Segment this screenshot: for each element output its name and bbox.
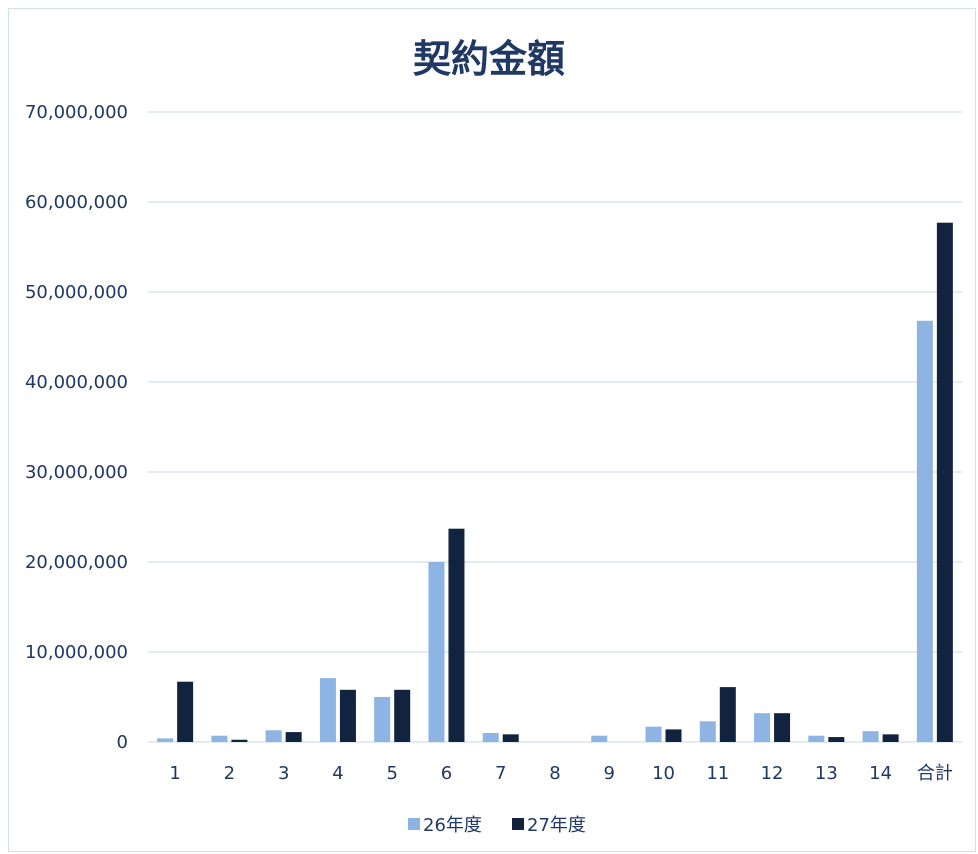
bar-fy27-1 [177, 681, 194, 742]
y-tick-label: 40,000,000 [25, 372, 128, 393]
x-tick-label: 1 [169, 763, 180, 784]
bar-fy26-14 [862, 731, 879, 742]
x-tick-label: 6 [441, 763, 452, 784]
bar-fy26-9 [591, 735, 608, 742]
bar-fy26-4 [319, 678, 336, 742]
bar-fy27-13 [828, 737, 845, 742]
x-tick-label: 10 [652, 763, 675, 784]
y-tick-label: 60,000,000 [25, 192, 128, 213]
x-tick-label: 14 [869, 763, 892, 784]
gridlines [148, 111, 962, 743]
bar-fy27-14 [882, 734, 899, 742]
bar-fy27-7 [502, 734, 519, 742]
x-tick-label: 8 [549, 763, 560, 784]
bar-fy27-10 [665, 729, 682, 742]
legend-label: 26年度 [423, 815, 482, 836]
x-tick-label: 11 [706, 763, 729, 784]
x-tick-label: 4 [332, 763, 343, 784]
x-tick-label: 5 [386, 763, 397, 784]
bar-fy27-15 [936, 222, 953, 742]
x-tick-label: 2 [224, 763, 235, 784]
y-tick-label: 30,000,000 [25, 462, 128, 483]
legend: 26年度 27年度 [408, 815, 586, 836]
bar-fy26-12 [754, 713, 771, 742]
y-axis: 0 10,000,000 20,000,000 30,000,000 40,000,00… [25, 102, 128, 753]
bar-fy27-2 [231, 739, 248, 742]
bar-fy26-5 [374, 697, 391, 742]
y-tick-label: 50,000,000 [25, 282, 128, 303]
x-tick-label: 3 [278, 763, 289, 784]
bar-fy26-1 [157, 738, 174, 742]
bars [157, 222, 953, 742]
y-tick-label: 20,000,000 [25, 552, 128, 573]
x-tick-label: 13 [815, 763, 838, 784]
chart-title: 契約金額 [412, 37, 565, 81]
bar-fy27-12 [774, 713, 791, 742]
y-tick-label: 0 [117, 732, 128, 753]
legend-swatch [408, 818, 420, 830]
bar-fy27-5 [394, 689, 411, 742]
bar-fy26-7 [482, 733, 499, 742]
bar-fy26-11 [699, 721, 716, 742]
bar-fy27-11 [719, 687, 736, 742]
bar-fy26-6 [428, 562, 445, 742]
bar-fy26-2 [211, 735, 228, 742]
bar-fy27-4 [339, 689, 356, 742]
y-tick-label: 70,000,000 [25, 102, 128, 123]
bar-fy26-10 [645, 726, 662, 742]
x-tick-label: 12 [761, 763, 784, 784]
bar-fy26-15 [916, 320, 933, 742]
x-tick-label: 合計 [917, 763, 953, 784]
bar-fy26-13 [808, 735, 825, 742]
x-tick-label: 9 [604, 763, 615, 784]
chart-frame [8, 8, 976, 852]
bar-fy27-6 [448, 528, 465, 742]
x-tick-label: 7 [495, 763, 506, 784]
legend-swatch [512, 818, 524, 830]
legend-label: 27年度 [527, 815, 586, 836]
bar-fy26-3 [265, 730, 282, 742]
x-axis: 1 2 3 4 5 6 7 8 9 10 11 12 13 14 合計 [169, 763, 952, 784]
y-tick-label: 10,000,000 [25, 642, 128, 663]
bar-fy27-3 [285, 732, 302, 742]
